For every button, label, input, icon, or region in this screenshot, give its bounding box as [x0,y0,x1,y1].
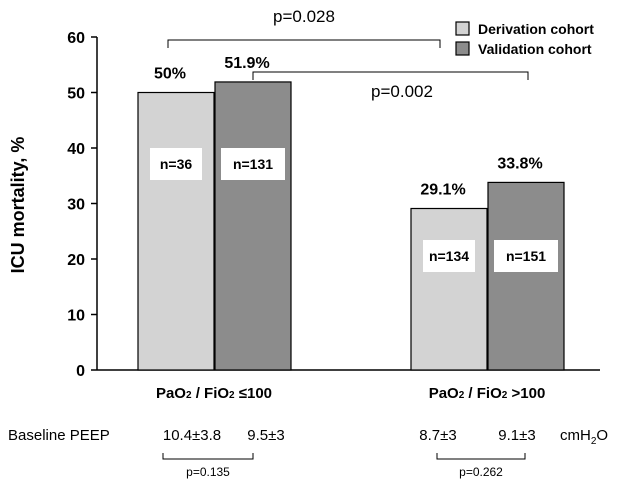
n-label: n=36 [160,156,193,172]
y-tick-label: 0 [76,363,85,380]
bar-value-label: 33.8% [497,155,542,172]
y-tick-label: 50 [67,86,85,103]
legend-label: Derivation cohort [478,21,594,37]
baseline-peep-row: Baseline PEEP 10.4±3.8 9.5±3 p=0.135 8.7±3 9.… [8,427,608,479]
bar-value-label: 29.1% [420,181,465,198]
p-value-derivation: p=0.028 [273,7,335,26]
peep-bracket [162,453,254,460]
peep-value: 10.4±3.8 [163,427,221,444]
n-label: n=134 [429,248,469,264]
y-tick-label: 60 [67,30,85,47]
peep-unit: cmH2O [560,427,608,447]
legend-swatch [455,41,470,56]
n-label: n=151 [506,248,546,264]
group-label: PaO2 / FiO2 >100 [429,385,546,402]
peep-p-value: p=0.262 [459,465,503,479]
y-tick-label: 30 [67,197,85,214]
peep-value: 9.5±3 [247,427,284,444]
legend-label: Validation cohort [478,41,592,57]
bar-validation [487,181,565,371]
bar-value-label: 50% [154,66,186,83]
peep-value: 9.1±3 [498,427,535,444]
n-label-box [494,240,558,272]
bracket-validation [252,71,529,80]
n-label-box [150,148,202,180]
bar-value-label: 51.9% [224,55,269,72]
bracket-derivation [167,39,441,48]
bar-validation [214,81,292,371]
peep-bracket [436,453,526,460]
y-tick-label: 10 [67,308,85,325]
group-label: PaO2 / FiO2 ≤100 [156,385,272,402]
n-label-box [221,148,285,180]
n-label: n=131 [233,156,273,172]
y-tick-label: 40 [67,141,85,158]
legend-swatch [455,21,470,36]
n-label-box [423,240,475,272]
brackets-layer: p=0.028 p=0.002 [167,7,529,101]
bar-derivation [410,207,488,371]
peep-value: 8.7±3 [419,427,456,444]
peep-row-label: Baseline PEEP [8,427,110,444]
legend: Derivation cohort Validation cohort [455,21,594,57]
peep-p-value: p=0.135 [186,465,230,479]
p-value-validation: p=0.002 [371,82,433,101]
y-tick-label: 20 [67,252,85,269]
labels-layer: 50% n=36 51.9% n=131 PaO2 / FiO2 ≤100 29.1% n=… [150,55,558,402]
y-axis-title: ICU mortality, % [8,137,28,274]
bar-derivation [137,91,215,371]
bars-layer [137,81,565,371]
